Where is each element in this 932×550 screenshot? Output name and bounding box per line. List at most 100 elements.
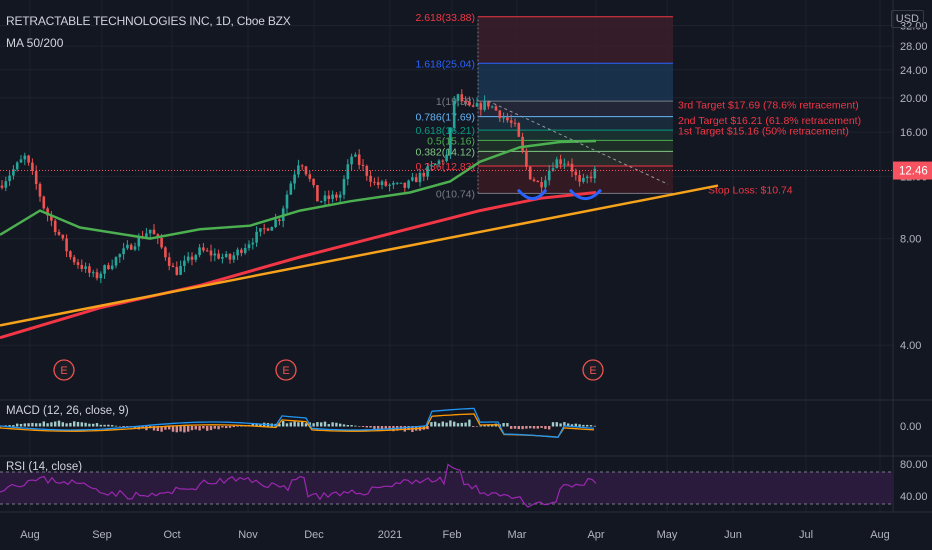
candle-body-22 (84, 266, 87, 269)
candle-body-125 (475, 103, 479, 107)
rsi-band (0, 472, 893, 504)
macd-hist-42 (160, 426, 163, 432)
candle-body-11 (42, 196, 46, 209)
candle-body-114 (433, 163, 437, 166)
macd-line (0, 407, 595, 438)
candle-body-18 (69, 251, 72, 258)
macd-hist-58 (221, 426, 224, 428)
candles (0, 89, 597, 284)
candle-body-14 (53, 220, 57, 233)
time-tick-2: Oct (163, 529, 180, 541)
macd-hist-93 (354, 425, 357, 427)
macd-hist-43 (164, 426, 167, 430)
candle-body-21 (80, 264, 84, 269)
macd-hist-86 (327, 424, 330, 427)
candle-body-47 (179, 265, 182, 275)
rsi-line (0, 463, 597, 508)
macd-hist-41 (156, 426, 159, 431)
ma50-line (0, 139, 597, 240)
earnings-marker-2 (582, 359, 604, 381)
candle-body-53 (202, 247, 205, 251)
candle-body-52 (198, 247, 201, 256)
candle-body-12 (46, 208, 49, 216)
macd-hist-57 (217, 426, 220, 430)
macd-hist-89 (339, 423, 342, 427)
macd-hist-56 (213, 426, 216, 429)
candle-body-128 (487, 101, 490, 107)
macd-title: MACD (12, 26, close, 9) (6, 405, 129, 417)
candle-body-139 (528, 166, 532, 180)
candle-body-70 (266, 228, 270, 231)
candle-body-42 (160, 238, 163, 248)
candle-body-26 (99, 273, 103, 279)
macd-hist-52 (198, 426, 201, 431)
candle-body-23 (88, 266, 91, 273)
rsi-tick-1: 40.00 (900, 491, 928, 503)
macd-hist-23 (88, 423, 91, 427)
candle-body-51 (194, 255, 198, 260)
price-tick-2: 24.00 (900, 65, 928, 77)
macd-hist-119 (453, 421, 456, 427)
macd-hist-44 (168, 426, 171, 430)
macd-tick-0: 0.00 (900, 421, 921, 433)
macd-hist-123 (468, 419, 471, 427)
earnings-label-0: E (60, 365, 67, 377)
candle-body-140 (532, 179, 536, 181)
candle-body-153 (582, 177, 585, 182)
candle-body-106 (403, 182, 407, 188)
candle-body-39 (148, 229, 152, 234)
macd-hist-78 (297, 422, 300, 427)
macd-hist-113 (430, 422, 433, 427)
candle-body-0 (0, 185, 4, 188)
candle-body-54 (205, 250, 209, 252)
annotation-3: Stop Loss: $10.74 (708, 184, 793, 196)
macd-hist-53 (202, 426, 205, 429)
candle-body-130 (494, 106, 498, 111)
macd-hist-135 (513, 426, 517, 429)
macd-hist-51 (194, 426, 197, 430)
macd-hist-2 (8, 425, 11, 427)
candle-body-86 (327, 195, 331, 199)
macd-hist-45 (171, 426, 175, 432)
candle-body-147 (559, 159, 562, 165)
candle-body-72 (274, 219, 277, 228)
macd-hist-118 (449, 420, 452, 427)
candle-body-33 (126, 244, 129, 249)
candle-body-152 (578, 175, 581, 182)
macd-hist-114 (434, 421, 437, 427)
macd-hist-150 (570, 424, 574, 427)
price-tick-7: 4.00 (900, 340, 921, 352)
macd-hist-24 (92, 423, 95, 427)
double-bottom-arc-1 (516, 188, 548, 201)
macd-hist-127 (483, 425, 486, 427)
candle-body-135 (513, 122, 517, 124)
candle-body-1 (4, 181, 8, 188)
price-tick-3: 20.00 (900, 93, 928, 105)
candle-body-2 (8, 175, 11, 182)
macd-hist-117 (445, 422, 448, 427)
earnings-marker-1 (275, 359, 297, 381)
candle-body-141 (536, 180, 540, 183)
macd-hist-142 (540, 426, 543, 428)
macd-hist-32 (122, 426, 125, 428)
candle-body-132 (502, 117, 505, 119)
candle-body-90 (342, 179, 346, 195)
macd-hist-73 (278, 423, 281, 427)
candle-body-31 (118, 254, 122, 258)
candle-body-87 (331, 194, 334, 199)
macd-hist-154 (586, 424, 589, 427)
macd-hist-84 (320, 422, 323, 427)
candle-body-56 (213, 253, 217, 256)
candle-body-92 (350, 156, 353, 165)
time-tick-7: Mar (508, 529, 527, 541)
macd-hist-26 (99, 424, 102, 427)
macd-hist-83 (316, 422, 319, 427)
candle-body-117 (445, 154, 448, 162)
candle-body-156 (593, 168, 597, 179)
currency-label[interactable]: USD (890, 10, 924, 28)
candle-body-28 (107, 265, 110, 270)
candle-body-108 (411, 177, 414, 181)
candle-body-34 (129, 244, 133, 250)
macd-hist-13 (50, 422, 53, 427)
